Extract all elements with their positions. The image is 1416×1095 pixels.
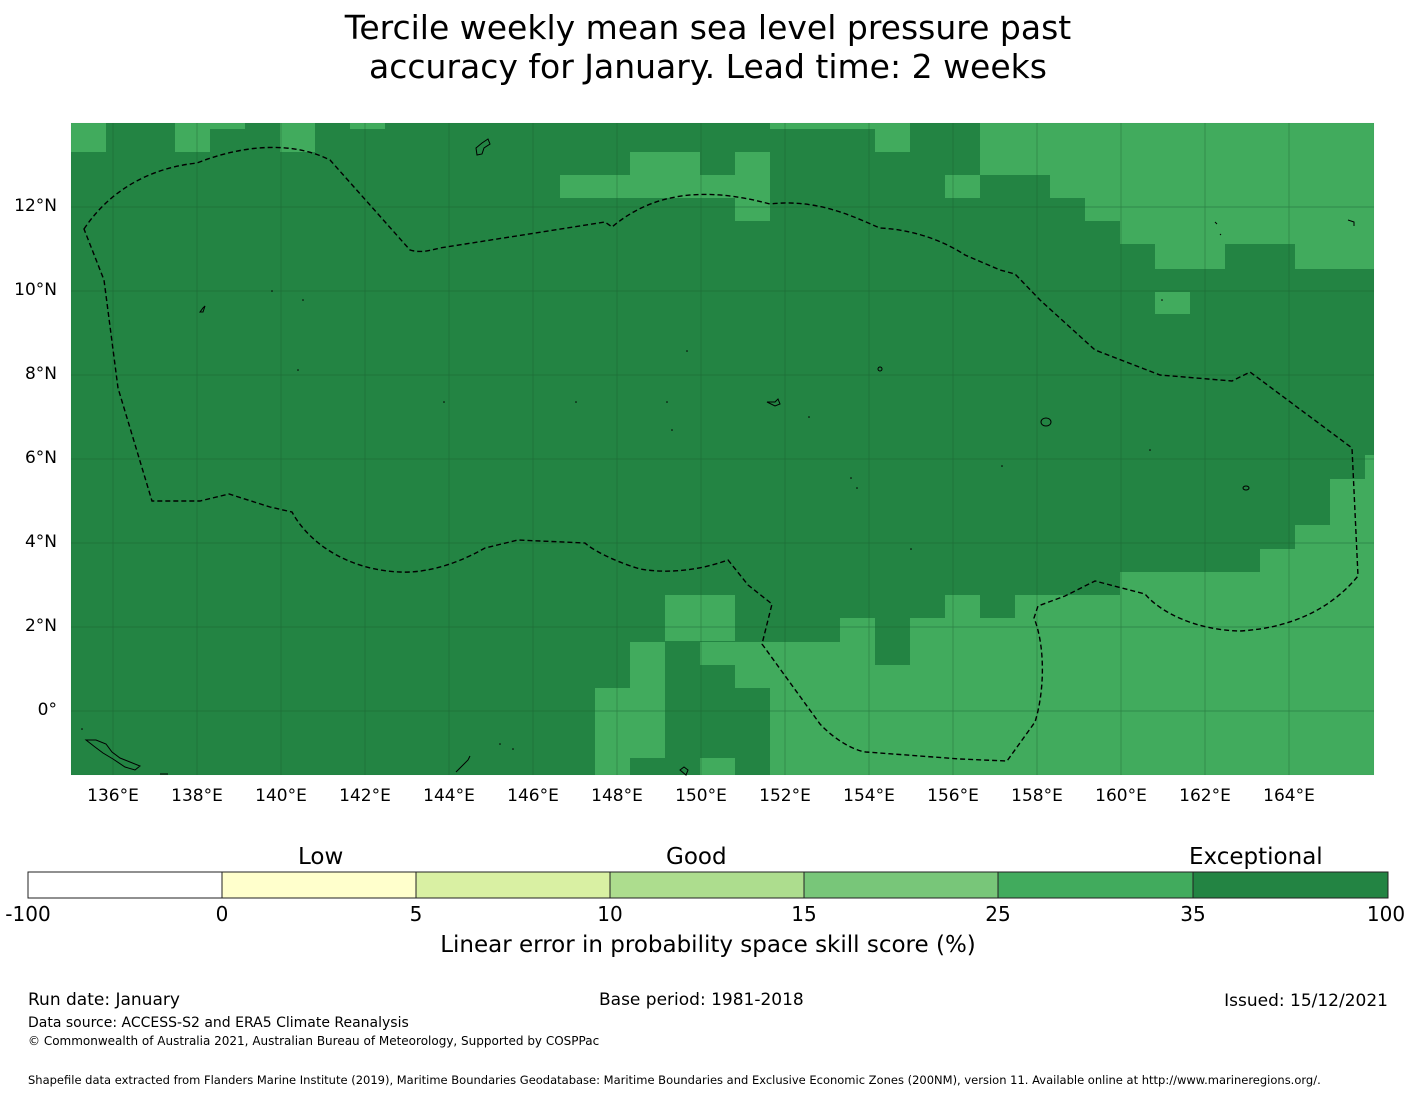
x-tick-label: 138°E	[171, 786, 223, 806]
y-tick-label: 12°N	[14, 196, 57, 216]
colorbar-tick: 35	[1180, 902, 1206, 926]
map-gridlines	[71, 123, 1374, 775]
chart-title: Tercile weekly mean sea level pressure p…	[0, 8, 1416, 86]
eez-boundary-west	[83, 146, 1359, 762]
y-tick-label: 4°N	[24, 532, 57, 552]
x-tick-label: 142°E	[339, 786, 391, 806]
copyright: © Commonwealth of Australia 2021, Austra…	[28, 1034, 600, 1048]
x-tick-label: 150°E	[675, 786, 727, 806]
shapefile-note: Shapefile data extracted from Flanders M…	[28, 1073, 1321, 1087]
colorbar-title: Linear error in probability space skill …	[440, 932, 976, 958]
colorbar-swatch	[609, 871, 805, 899]
x-tick-label: 158°E	[1011, 786, 1063, 806]
x-tick-label: 160°E	[1095, 786, 1147, 806]
colorbar-category-exceptional: Exceptional	[1189, 844, 1323, 870]
y-tick-label: 6°N	[24, 448, 57, 468]
colorbar-tick: -100	[5, 902, 51, 926]
island-dots	[81, 290, 1163, 750]
x-tick-label: 164°E	[1263, 786, 1315, 806]
base-period: Base period: 1981-2018	[599, 990, 804, 1010]
colorbar-tick: 0	[215, 902, 229, 926]
colorbar-swatch	[415, 871, 611, 899]
run-date: Run date: January	[28, 990, 180, 1010]
light-skill-cells	[71, 123, 1374, 775]
x-tick-label: 144°E	[423, 786, 475, 806]
x-tick-label: 136°E	[87, 786, 139, 806]
colorbar-tick: 100	[1366, 902, 1406, 926]
colorbar-tick: 10	[597, 902, 623, 926]
y-tick-label: 2°N	[24, 616, 57, 636]
x-tick-label: 156°E	[927, 786, 979, 806]
colorbar-swatch	[221, 871, 417, 899]
colorbar-swatch	[27, 871, 223, 899]
x-tick-label: 162°E	[1179, 786, 1231, 806]
y-tick-label: 10°N	[14, 280, 57, 300]
x-tick-label: 140°E	[255, 786, 307, 806]
colorbar-tick: 15	[791, 902, 817, 926]
title-line-2: accuracy for January. Lead time: 2 weeks	[369, 47, 1047, 86]
colorbar-category-low: Low	[298, 844, 344, 870]
colorbar-tick: 25	[985, 902, 1011, 926]
colorbar	[27, 871, 1389, 899]
x-tick-label: 148°E	[591, 786, 643, 806]
dark-skill-cells	[630, 642, 770, 775]
y-tick-label: 8°N	[24, 364, 57, 384]
issued-date: Issued: 15/12/2021	[1224, 991, 1388, 1011]
islands	[84, 138, 1355, 776]
x-tick-label: 154°E	[843, 786, 895, 806]
colorbar-tick: 5	[409, 902, 423, 926]
data-source: Data source: ACCESS-S2 and ERA5 Climate …	[28, 1015, 409, 1031]
y-tick-label: 0°	[37, 700, 57, 720]
x-tick-label: 152°E	[759, 786, 811, 806]
colorbar-swatch	[1192, 871, 1389, 899]
colorbar-category-good: Good	[666, 844, 727, 870]
colorbar-swatch	[997, 871, 1194, 899]
colorbar-swatch	[803, 871, 999, 899]
map-frame	[70, 122, 1375, 776]
x-tick-label: 146°E	[507, 786, 559, 806]
title-line-1: Tercile weekly mean sea level pressure p…	[344, 8, 1072, 47]
